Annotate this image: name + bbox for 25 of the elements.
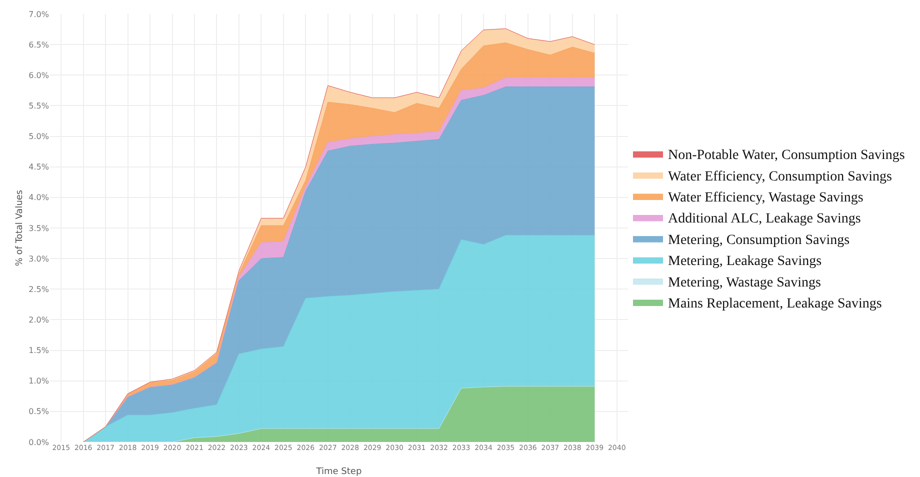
legend-label: Metering, Wastage Savings [668, 275, 821, 290]
y-tick-label: 6.5% [28, 40, 50, 50]
x-axis-title: Time Step [315, 467, 362, 477]
y-tick-label: 5.5% [28, 102, 50, 111]
y-tick-label: 2.0% [28, 316, 50, 325]
y-tick-label: 5.0% [28, 132, 50, 142]
y-tick-label: 4.0% [28, 193, 50, 202]
legend-label: Mains Replacement, Leakage Savings [668, 296, 882, 312]
y-tick-label: 2.5% [28, 284, 50, 294]
y-tick-label: 1.0% [28, 376, 50, 386]
y-tick-label: 0.5% [28, 407, 50, 416]
y-tick-label: 3.5% [28, 224, 50, 233]
y-tick-label: 3.0% [28, 254, 50, 264]
y-tick-label: 0.0% [28, 438, 50, 447]
legend-label: Water Efficiency, Consumption Savings [668, 169, 892, 184]
y-axis-title: % of Total Values [15, 190, 25, 266]
y-tick-label: 6.0% [28, 70, 50, 80]
legend-label: Non-Potable Water, Consumption Savings [668, 148, 905, 164]
y-tick-label: 7.0% [28, 10, 50, 19]
legend-label: Metering, Consumption Savings [668, 232, 850, 248]
y-tick-label: 1.5% [28, 346, 50, 356]
legend-label: Metering, Leakage Savings [668, 254, 822, 270]
legend-label: Water Efficiency, Wastage Savings [668, 190, 864, 206]
legend-label: Additional ALC, Leakage Savings [668, 212, 861, 227]
y-tick-label: 4.5% [28, 162, 50, 172]
